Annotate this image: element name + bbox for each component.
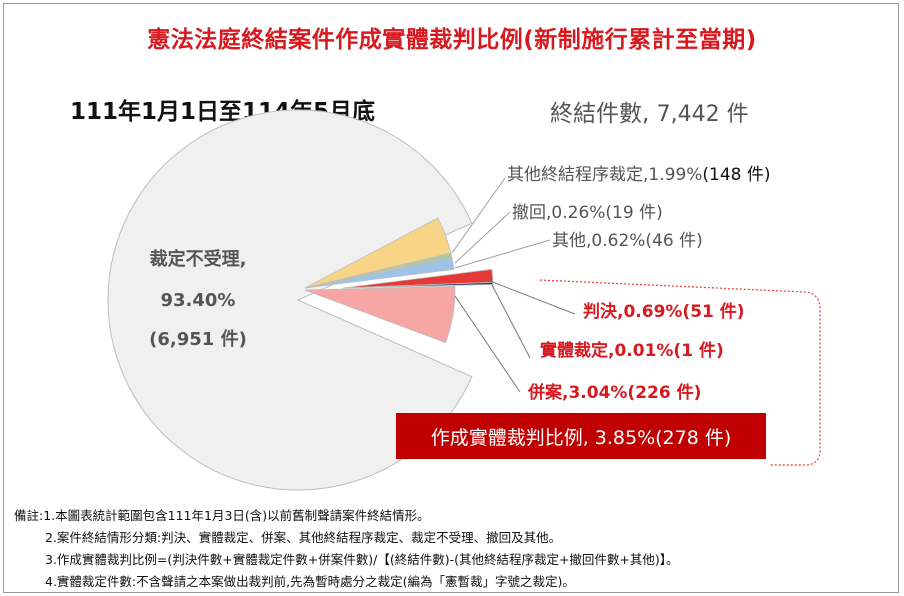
slice-dismissed xyxy=(107,109,473,491)
note-1: 備註:1.本圖表統計範圍包含111年1月3日(含)以前舊制聲請案件終結情形。 xyxy=(14,508,430,523)
leader-others xyxy=(454,239,551,269)
label-dismissed-count: (6,951 件) xyxy=(149,329,247,350)
note-2: 2.案件終結情形分類:判決、實體裁定、併案、其他終結程序裁定、裁定不受理、撤回及… xyxy=(45,530,562,545)
label-other-procedure: 其他終結程序裁定,1.99%(148 件) xyxy=(507,160,771,185)
ratio-text: 作成實體裁判比例, 3.85%(278 件) xyxy=(430,426,732,449)
label-other-procedure-text: 其他終結程序裁定,1.99% xyxy=(507,165,703,185)
total-cases: 終結件數, 7,442 件 xyxy=(550,94,749,128)
label-other-procedure-count: (148 件) xyxy=(702,165,771,185)
total-cases-label: 終結件數, xyxy=(550,101,650,127)
chart-frame xyxy=(3,3,899,593)
label-dismissed-pct: 93.40% xyxy=(160,290,236,311)
chart-title: 憲法法庭終結案件作成實體裁判比例(新制施行累計至當期) xyxy=(147,27,757,53)
label-substantive-ruling: 實體裁定,0.01%(1 件) xyxy=(540,341,724,361)
leader-substantive-ruling xyxy=(491,284,531,359)
note-3: 3.作成實體裁判比例=(判決件數+實體裁定件數+併案件數)/【(終結件數)-(其… xyxy=(45,552,679,567)
ratio-box: 作成實體裁判比例, 3.85%(278 件) xyxy=(396,413,766,459)
slice-merged xyxy=(304,286,456,344)
note-4: 4.實體裁定件數:不含聲請之本案做出裁判前,先為暫時處分之裁定(編為「憲暫裁」字… xyxy=(45,574,575,589)
label-others: 其他,0.62%(46 件) xyxy=(552,231,703,251)
leader-other-procedure xyxy=(451,177,506,254)
bracket-dotted-line xyxy=(539,279,821,466)
pie-slices xyxy=(107,109,494,491)
leader-withdrawn xyxy=(454,211,511,264)
label-dismissed-name: 裁定不受理, xyxy=(149,249,247,270)
label-judgment: 判決,0.69%(51 件) xyxy=(583,302,745,322)
total-cases-value: 7,442 件 xyxy=(656,102,749,127)
leader-merged xyxy=(454,295,521,393)
slice-others xyxy=(304,257,455,289)
leader-judgment xyxy=(489,280,576,315)
label-merged: 併案,3.04%(226 件) xyxy=(528,383,702,403)
leader-lines xyxy=(451,177,576,393)
label-withdrawn: 撤回,0.26%(19 件) xyxy=(512,203,663,223)
